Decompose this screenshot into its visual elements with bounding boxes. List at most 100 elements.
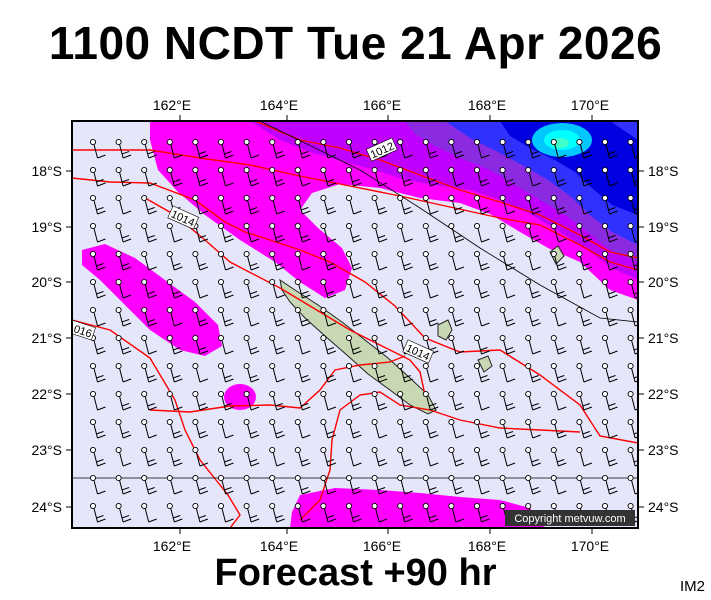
- wind-barb: [115, 250, 132, 271]
- wind-barb: [550, 334, 567, 355]
- vanuatu-islet: [549, 245, 565, 265]
- wind-barb: [192, 502, 209, 523]
- wind-barb: [397, 474, 413, 495]
- wind-barb: [141, 418, 157, 439]
- wind-barb: [550, 250, 567, 271]
- wind-barb: [601, 250, 618, 271]
- lat-label: 24°S: [648, 499, 679, 515]
- wind-barb: [371, 306, 388, 327]
- wind-barb: [243, 166, 260, 187]
- wind-barb: [576, 390, 593, 411]
- wind-barb: [499, 362, 516, 383]
- wind-barb: [525, 390, 541, 411]
- wind-barb: [397, 362, 413, 383]
- wind-barb: [217, 362, 234, 383]
- isobar-line: [72, 177, 638, 444]
- isobar-line: [72, 149, 638, 271]
- wind-barb: [89, 138, 106, 159]
- wind-barb: [269, 362, 285, 383]
- wind-barb: [243, 222, 260, 243]
- wind-barb: [525, 222, 541, 243]
- wind-barb: [115, 166, 132, 187]
- wind-barb: [422, 334, 439, 355]
- wind-barb: [601, 446, 618, 467]
- wind-barb: [320, 278, 337, 299]
- wind-barb: [141, 390, 157, 411]
- wind-barb: [345, 474, 362, 495]
- wind-barb: [473, 306, 490, 327]
- wind-barb: [217, 334, 234, 355]
- wind-barb: [422, 166, 439, 187]
- wind-barb: [627, 194, 638, 215]
- wind-barb: [473, 250, 490, 271]
- wind-barb: [422, 194, 439, 215]
- wind-barb: [115, 502, 132, 523]
- wind-barb: [166, 446, 183, 467]
- wind-barb: [217, 250, 234, 271]
- wind-barb: [601, 334, 618, 355]
- wind-barb: [269, 250, 285, 271]
- wind-barb: [448, 362, 465, 383]
- wind-barb: [269, 446, 285, 467]
- lon-label: 168°E: [468, 97, 506, 113]
- wind-barb: [371, 362, 388, 383]
- lon-label: 164°E: [260, 97, 298, 113]
- lat-label: 24°S: [31, 499, 62, 515]
- wind-barb: [576, 362, 593, 383]
- wind-barb: [141, 306, 157, 327]
- wind-barb: [141, 222, 157, 243]
- wind-barb: [243, 194, 260, 215]
- wind-barb: [345, 362, 362, 383]
- wind-barb: [601, 418, 618, 439]
- wind-barb: [320, 446, 337, 467]
- wind-barb: [269, 502, 285, 523]
- wind-barb: [141, 362, 157, 383]
- isobar-line: [144, 197, 426, 396]
- copyright-text: Copyright metvuw.com: [514, 513, 625, 525]
- wind-barb: [473, 418, 490, 439]
- wind-barb: [550, 362, 567, 383]
- wind-barb: [192, 446, 209, 467]
- wind-barb: [320, 306, 337, 327]
- lifou-island: [437, 319, 453, 341]
- wind-barb: [499, 334, 516, 355]
- wind-barb: [192, 362, 209, 383]
- wind-barb: [320, 474, 337, 495]
- wind-barb: [576, 138, 593, 159]
- lat-label: 18°S: [31, 163, 62, 179]
- wind-barb: [550, 138, 567, 159]
- wind-barb: [550, 166, 567, 187]
- wind-barb: [243, 446, 260, 467]
- wind-barb: [217, 502, 234, 523]
- lat-label: 23°S: [648, 442, 679, 458]
- lon-label: 168°E: [468, 538, 506, 554]
- wind-barb: [192, 474, 209, 495]
- wind-barb: [601, 278, 618, 299]
- wind-barb: [550, 474, 567, 495]
- lat-label: 21°S: [648, 330, 679, 346]
- wind-barb: [448, 334, 465, 355]
- wind-barb: [269, 418, 285, 439]
- wind-barb: [422, 390, 439, 411]
- wind-barb: [320, 222, 337, 243]
- wind-barb: [550, 390, 567, 411]
- wind-barb: [473, 446, 490, 467]
- wind-barb: [269, 474, 285, 495]
- wind-barb: [217, 222, 234, 243]
- wind-barb: [192, 390, 209, 411]
- wind-barb: [243, 474, 260, 495]
- wind-barb: [525, 446, 541, 467]
- wind-barb: [525, 418, 541, 439]
- wind-barb: [269, 222, 285, 243]
- wind-barb: [473, 222, 490, 243]
- wind-barb: [115, 474, 132, 495]
- wind-barb: [371, 418, 388, 439]
- wind-barb: [397, 222, 413, 243]
- wind-barb: [473, 474, 490, 495]
- mare-island: [477, 355, 493, 373]
- map-frame: [71, 120, 639, 529]
- chart-title: 1100 NCDT Tue 21 Apr 2026: [48, 17, 663, 69]
- copyright-box: Copyright metvuw.com: [505, 510, 635, 526]
- lat-label: 18°S: [648, 163, 679, 179]
